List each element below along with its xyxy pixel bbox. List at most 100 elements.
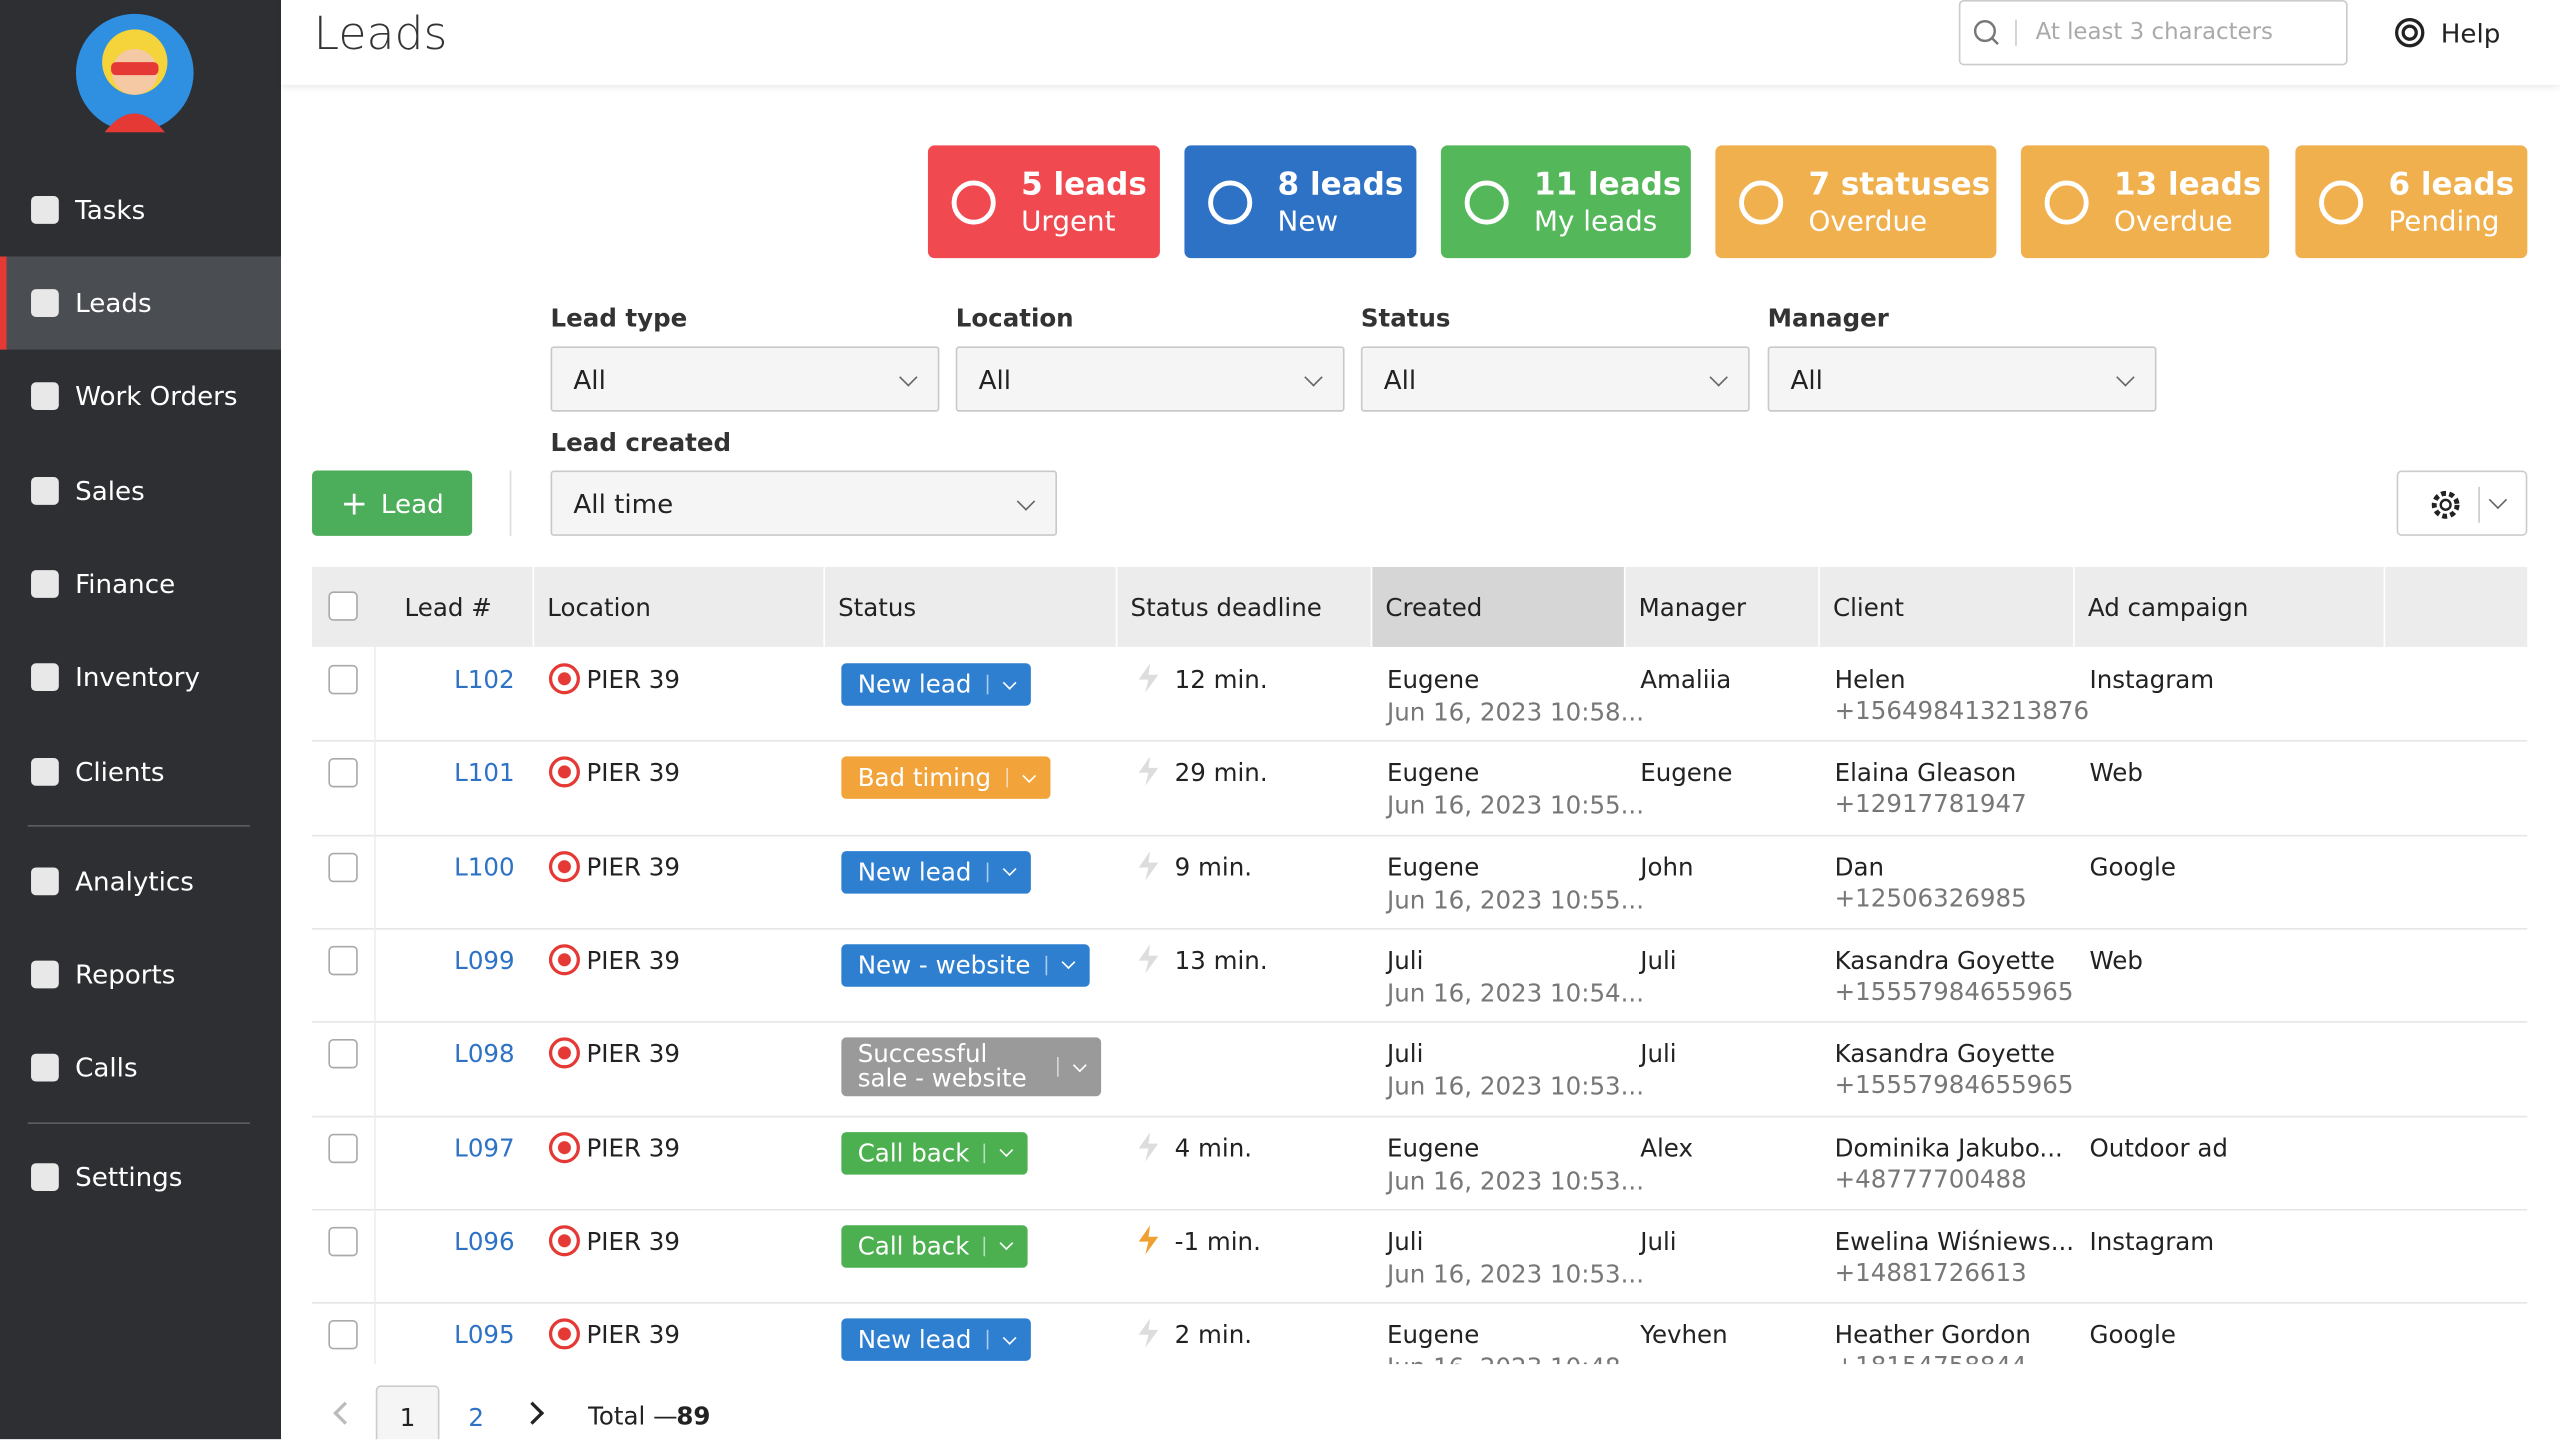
created-by: Eugene: [1387, 852, 1480, 882]
status-badge[interactable]: Successful sale - website: [841, 1037, 1102, 1097]
nav-item[interactable]: Sales: [0, 444, 281, 537]
row-checkbox[interactable]: [328, 1226, 358, 1256]
nav-item[interactable]: Tasks: [0, 163, 281, 256]
lead-id[interactable]: L102: [454, 664, 515, 695]
nav-item[interactable]: Calls: [0, 1021, 281, 1114]
column-divider: [823, 566, 826, 647]
column-header[interactable]: Lead #: [376, 567, 534, 647]
filter-select[interactable]: All: [1360, 346, 1750, 412]
status-badge[interactable]: Call back: [841, 1224, 1029, 1268]
nav-item[interactable]: Inventory: [0, 631, 281, 724]
row-divider: [312, 927, 2528, 930]
column-header[interactable]: Ad campaign: [2075, 567, 2385, 647]
filter-select[interactable]: All: [1767, 346, 2157, 412]
chevron: [1709, 368, 1728, 387]
prev-page[interactable]: [333, 1401, 357, 1425]
column-header[interactable]: Location: [534, 567, 825, 647]
lead-id[interactable]: L100: [454, 852, 515, 882]
settings-button[interactable]: [2396, 470, 2528, 536]
filter-select[interactable]: All: [955, 346, 1345, 412]
column-header[interactable]: Status deadline: [1117, 567, 1372, 647]
nav-label: Reports: [75, 958, 176, 991]
status-badge[interactable]: New lead: [841, 663, 1031, 706]
sort-desc-icon: [1598, 596, 1609, 612]
lead-id[interactable]: L099: [454, 945, 515, 976]
next-page[interactable]: [521, 1401, 545, 1425]
column-header[interactable]: Client: [1820, 567, 2075, 647]
deadline-icon: [1138, 850, 1159, 880]
card-label: Overdue: [2114, 205, 2233, 238]
nav-label: Settings: [75, 1161, 183, 1193]
created-by: Eugene: [1387, 1132, 1480, 1163]
column-header[interactable]: Manager: [1626, 567, 1820, 647]
client-name: Elaina Gleason: [1834, 758, 2017, 788]
created-by: Eugene: [1387, 664, 1480, 695]
nav-item[interactable]: Leads: [0, 256, 281, 350]
location-icon: [548, 1224, 580, 1256]
filter-select[interactable]: All time: [550, 470, 1058, 536]
filter-label: Status: [1360, 303, 1451, 334]
lead-id[interactable]: L098: [454, 1039, 515, 1069]
nav-item[interactable]: Clients: [0, 725, 281, 818]
status-badge[interactable]: New - website: [841, 944, 1090, 987]
nav-label: Clients: [75, 756, 165, 788]
client-phone: +48777700488: [1834, 1164, 2027, 1194]
lead-id[interactable]: L096: [454, 1226, 515, 1256]
status-chevron: [1002, 862, 1016, 877]
sort-icon: [1345, 596, 1356, 612]
row-checkbox[interactable]: [328, 664, 358, 695]
nav-item[interactable]: Settings: [0, 1131, 281, 1224]
status-separator: [984, 1236, 986, 1256]
row-checkbox[interactable]: [328, 1132, 358, 1163]
column-divider: [1370, 566, 1373, 647]
column-divider: [532, 566, 535, 647]
location-icon: [548, 663, 580, 695]
status-chevron: [1000, 1143, 1014, 1158]
column-header[interactable]: Status: [825, 567, 1117, 647]
status-deadline: -1 min.: [1174, 1226, 1261, 1256]
lead-id[interactable]: L095: [454, 1320, 515, 1350]
sort-icon: [2047, 596, 2058, 612]
nav-label: Calls: [75, 1052, 138, 1084]
row-checkbox[interactable]: [328, 852, 358, 882]
manager: Alex: [1640, 1132, 1693, 1163]
created-by: Juli: [1387, 1039, 1424, 1069]
row-checkbox[interactable]: [328, 758, 358, 788]
search-box[interactable]: At least 3 characters: [1958, 0, 2348, 66]
help-button[interactable]: Help: [2393, 16, 2500, 49]
status-badge[interactable]: New lead: [841, 850, 1031, 893]
card-text: 5 leads Urgent: [1021, 164, 1147, 239]
status-badge[interactable]: Call back: [841, 1131, 1029, 1174]
lead-id[interactable]: L097: [454, 1132, 515, 1163]
nav-icon: [31, 382, 59, 411]
summary-card[interactable]: 5 leads Urgent: [927, 145, 1160, 259]
status-badge[interactable]: Bad timing: [841, 756, 1050, 800]
summary-card[interactable]: 7 statuses Overdue: [1715, 145, 1997, 259]
nav-item[interactable]: Analytics: [0, 835, 281, 928]
status-label: New lead: [857, 669, 972, 700]
filter-select[interactable]: All: [550, 346, 940, 412]
card-text: 8 leads New: [1278, 164, 1404, 239]
created-date: Jun 16, 2023 10:53...: [1387, 1259, 1645, 1289]
page-number[interactable]: 2: [468, 1403, 485, 1433]
add-lead-button[interactable]: + Lead: [312, 470, 473, 536]
select-all-checkbox[interactable]: [328, 591, 358, 621]
summary-card[interactable]: 8 leads New: [1184, 145, 1417, 259]
summary-card[interactable]: 6 leads Pending: [2295, 145, 2528, 259]
nav-item[interactable]: Reports: [0, 928, 281, 1021]
status-badge[interactable]: New lead: [841, 1318, 1031, 1362]
nav-item[interactable]: Finance: [0, 537, 281, 630]
row-checkbox[interactable]: [328, 1320, 358, 1350]
row-checkbox[interactable]: [328, 945, 358, 976]
summary-card[interactable]: 11 leads My leads: [1440, 145, 1691, 259]
page-number[interactable]: 1: [375, 1385, 440, 1440]
column-header[interactable]: Created: [1372, 567, 1625, 647]
lead-id[interactable]: L101: [454, 758, 515, 788]
column-divider: [374, 646, 376, 1365]
row-checkbox[interactable]: [328, 1039, 358, 1069]
column-title: Status: [838, 592, 917, 622]
created-date: Jun 16, 2023 10:53...: [1387, 1165, 1645, 1196]
summary-card[interactable]: 13 leads Overdue: [2020, 145, 2270, 259]
nav-item[interactable]: Work Orders: [0, 350, 281, 443]
